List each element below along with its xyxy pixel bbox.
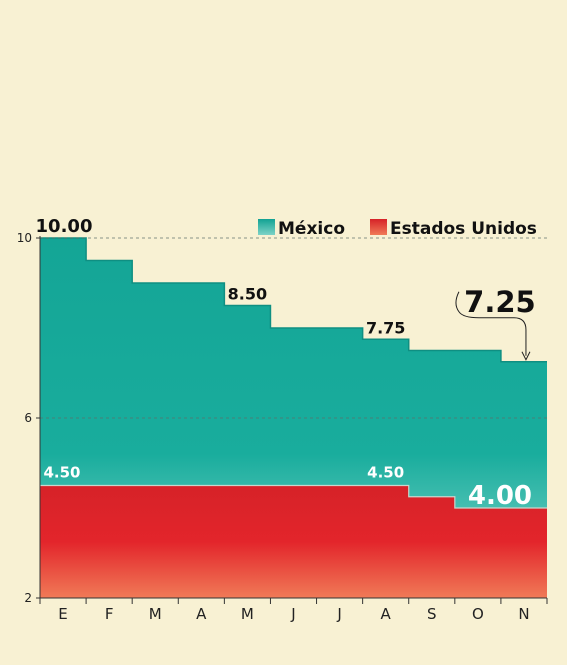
series-line-estados-unidos: [40, 484, 547, 509]
data-label: 7.75: [366, 318, 405, 337]
data-label: 8.50: [228, 285, 267, 304]
x-tick-label: E: [58, 605, 67, 623]
annotation-arrowhead: [521, 351, 531, 361]
legend-swatch-mexico: [258, 219, 275, 235]
y-tick-label: 10: [17, 231, 32, 245]
legend-swatch-estados-unidos: [370, 219, 387, 235]
x-tick-label: A: [381, 605, 392, 623]
annotation-pointer: [455, 291, 527, 356]
x-tick-label: S: [427, 605, 437, 623]
legend-label-mexico: México: [278, 219, 345, 239]
series-line-mexico: [40, 237, 547, 363]
x-tick-label: J: [336, 605, 341, 623]
series-area-estados-unidos: [40, 485, 547, 598]
data-label: 4.00: [468, 481, 532, 511]
x-tick-label: A: [196, 605, 207, 623]
data-label: 4.50: [43, 464, 80, 482]
x-tick-label: F: [105, 605, 114, 623]
y-tick-label: 2: [24, 591, 32, 605]
y-tick-label: 6: [24, 411, 32, 425]
legend-label-estados-unidos: Estados Unidos: [390, 219, 537, 239]
x-tick-label: N: [518, 605, 529, 623]
data-label: 7.25: [464, 285, 536, 319]
x-tick-label: M: [241, 605, 254, 623]
x-tick-label: O: [472, 605, 484, 623]
data-label: 10.00: [36, 216, 93, 237]
data-label: 4.50: [367, 464, 404, 482]
x-tick-label: M: [149, 605, 162, 623]
x-tick-label: J: [290, 605, 295, 623]
